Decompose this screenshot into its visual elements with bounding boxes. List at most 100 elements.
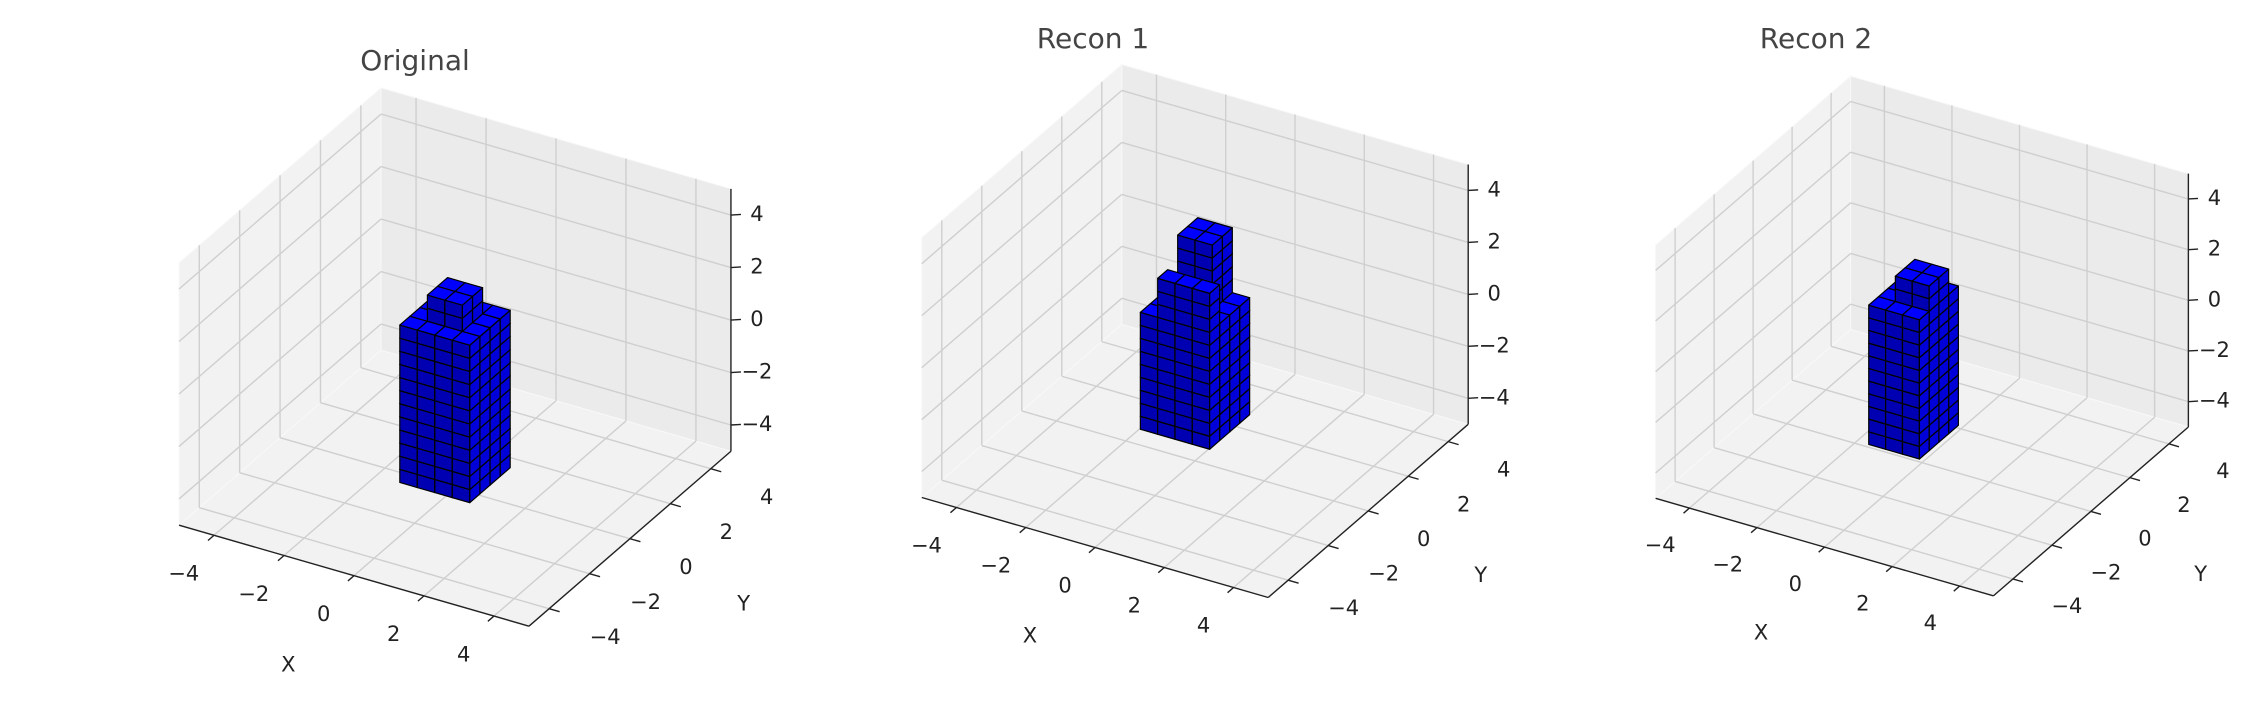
z-tick (730, 266, 742, 269)
y-tick-label: 2 (2177, 493, 2190, 517)
grid-line (941, 479, 1289, 581)
chart-title: Recon 1 (1037, 22, 1149, 55)
voxel-face (1911, 272, 1940, 287)
grid-line (1713, 447, 2053, 546)
y-tick-label: −2 (2090, 560, 2121, 584)
voxel-face (444, 290, 474, 306)
axes-3d: −4 −2 0 2 4 −4 −2 0 2 4 −4 −2 0 2 4 X Y Original (168, 44, 773, 676)
grid-line (921, 297, 1123, 473)
x-tick-label: 0 (1789, 572, 1802, 596)
y-tick (589, 573, 601, 578)
z-tick-label: −4 (1479, 385, 1510, 409)
grid-line (178, 323, 382, 500)
voxel (451, 330, 481, 359)
z-tick (730, 213, 742, 216)
x-tick (1750, 527, 1758, 534)
axes-3d: −4 −2 0 2 4 −4 −2 0 2 4 −4 −2 0 2 4 X Y Recon 1 (911, 22, 1510, 647)
x-tick-label: −2 (1712, 553, 1743, 577)
grid-line (1021, 410, 1369, 512)
grid-line (981, 444, 1329, 547)
x-tick-label: 0 (1058, 573, 1071, 597)
grid-line (1850, 202, 2189, 301)
grid-line (199, 507, 550, 610)
grid-line (178, 113, 382, 290)
z-tick-label: 4 (750, 202, 763, 226)
z-tick (730, 371, 742, 374)
x-axis-label: X (281, 652, 295, 676)
voxel-face (1191, 279, 1221, 294)
z-tick-label: 0 (2208, 287, 2221, 311)
y-tick-label: 4 (2216, 459, 2229, 483)
y-tick (710, 468, 722, 473)
z-tick-label: 2 (750, 255, 763, 279)
y-tick (1448, 440, 1459, 446)
z-tick-label: −4 (2199, 389, 2230, 413)
voxel (444, 290, 474, 319)
z-tick (730, 423, 742, 426)
x-tick-label: 4 (457, 642, 470, 666)
y-tick (1328, 544, 1339, 550)
voxel (1901, 305, 1930, 334)
z-tick (2188, 197, 2199, 200)
y-tick (1368, 510, 1379, 515)
voxels (399, 277, 511, 504)
grid-line (380, 165, 732, 269)
x-tick (277, 554, 285, 562)
grid-line (921, 141, 1123, 317)
y-tick (2168, 443, 2180, 448)
z-tick-label: 4 (2208, 186, 2221, 210)
z-tick-label: 0 (750, 307, 763, 331)
x-tick (1885, 566, 1893, 573)
grid-line (1121, 141, 1469, 244)
y-tick-label: −2 (1368, 562, 1399, 586)
z-tick-label: −4 (741, 412, 772, 436)
x-tick-label: −4 (911, 533, 942, 557)
x-tick (1019, 526, 1027, 534)
x-tick (1227, 586, 1235, 594)
grid-line (178, 166, 382, 343)
grid-line (178, 218, 382, 395)
axes-3d: −4 −2 0 2 4 −4 −2 0 2 4 −4 −2 0 2 4 X Y Recon 2 (1645, 22, 2230, 645)
x-tick (1818, 546, 1825, 553)
grid-line (380, 113, 732, 216)
grid-line (921, 89, 1123, 265)
grid-line (1752, 413, 2092, 513)
y-tick (2129, 476, 2141, 482)
x-tick (487, 615, 495, 622)
x-tick-label: 2 (387, 622, 400, 646)
y-tick-label: 0 (679, 555, 692, 579)
x-tick (207, 534, 215, 542)
chart-title: Original (360, 44, 470, 77)
grid-line (1655, 303, 1852, 474)
x-tick-label: 2 (1856, 592, 1869, 616)
z-tick-label: −2 (741, 360, 772, 384)
z-tick (2188, 248, 2199, 251)
x-tick (1953, 585, 1961, 592)
y-tick-label: 0 (2138, 527, 2151, 551)
y-tick-label: 2 (720, 520, 733, 544)
x-axis-label: X (1754, 621, 1768, 645)
y-tick-label: −4 (2051, 594, 2082, 618)
y-axis-label: Y (2193, 562, 2207, 586)
y-tick-label: 0 (1417, 527, 1430, 551)
z-tick-label: 4 (1488, 177, 1501, 201)
z-tick-label: −2 (1479, 333, 1510, 357)
grid-line (1674, 480, 2014, 580)
y-axis-label: Y (736, 591, 750, 615)
grid-line (1655, 202, 1852, 373)
y-tick (548, 608, 560, 613)
voxels (1139, 217, 1251, 450)
z-tick-label: 2 (1488, 229, 1501, 253)
z-tick (1468, 293, 1479, 296)
y-tick-label: 4 (1497, 458, 1510, 482)
grid-line (1121, 193, 1469, 296)
y-tick-label: −4 (1328, 596, 1359, 620)
grid-line (1850, 151, 2189, 251)
grid-line (1121, 89, 1469, 192)
grid-line (921, 193, 1123, 369)
y-tick (1408, 475, 1419, 480)
z-tick (2188, 349, 2199, 352)
grid-line (1655, 100, 1852, 271)
x-tick-label: −4 (1645, 533, 1676, 557)
